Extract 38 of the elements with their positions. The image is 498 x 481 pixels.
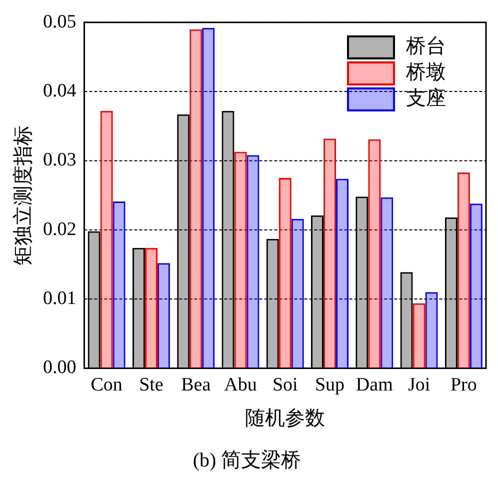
y-axis-title: 矩独立测度指标 bbox=[12, 125, 34, 266]
x-axis-title: 随机参数 bbox=[245, 407, 326, 430]
y-tick-label: 0.03 bbox=[43, 150, 76, 171]
y-tick-label: 0.01 bbox=[43, 288, 76, 310]
text: (b) 简支梁桥 bbox=[192, 449, 302, 472]
x-tick-label: Dam bbox=[356, 374, 394, 396]
x-tick-label: Sup bbox=[314, 374, 345, 396]
bar bbox=[425, 292, 438, 368]
bar bbox=[246, 155, 260, 368]
x-tick-label: Bea bbox=[181, 374, 212, 396]
bar bbox=[278, 178, 292, 368]
bar bbox=[202, 28, 215, 368]
bar bbox=[234, 152, 247, 368]
x-tick-label: Ste bbox=[139, 374, 164, 396]
y-tick-label: 0.04 bbox=[43, 80, 77, 102]
legend-label: 桥墩 bbox=[405, 62, 446, 84]
legend-label: 桥台 bbox=[405, 36, 446, 58]
bar bbox=[190, 29, 202, 368]
y-tick-label: 0.05 bbox=[43, 11, 76, 32]
bar bbox=[368, 139, 381, 368]
bar bbox=[457, 172, 470, 368]
bar bbox=[336, 178, 349, 368]
x-tick-label: Con bbox=[90, 374, 123, 396]
bar bbox=[100, 110, 113, 368]
x-tick-label: Pro bbox=[450, 374, 477, 396]
bar bbox=[412, 303, 426, 368]
bar bbox=[291, 218, 304, 368]
y-tick-label: 0.02 bbox=[43, 218, 76, 240]
bar bbox=[112, 202, 126, 368]
y-tick-label: 0.00 bbox=[43, 357, 76, 378]
bar bbox=[380, 197, 394, 368]
bar bbox=[324, 138, 336, 368]
x-tick-label: Joi bbox=[408, 374, 430, 396]
bar bbox=[157, 263, 170, 368]
bar bbox=[470, 204, 482, 368]
x-tick-label: Soi bbox=[272, 374, 298, 396]
x-tick-label: Abu bbox=[224, 374, 258, 396]
bar bbox=[144, 248, 158, 368]
